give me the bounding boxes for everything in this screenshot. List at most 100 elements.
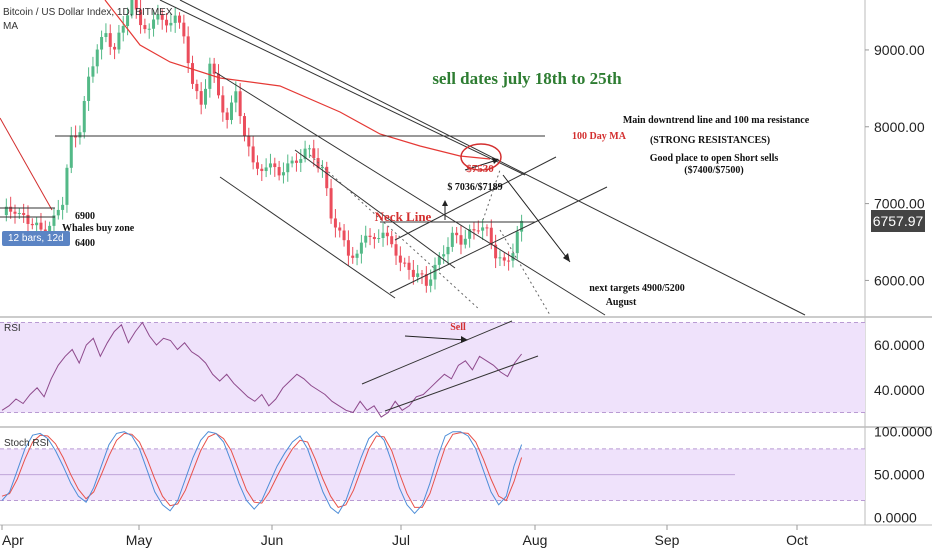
month-tick-label: May <box>126 532 152 548</box>
candle-body <box>359 242 363 254</box>
arrow-icon <box>442 200 448 206</box>
candle-body <box>113 46 117 50</box>
candle-body <box>416 273 420 277</box>
channel-lower <box>219 176 396 299</box>
candle-body <box>502 257 506 261</box>
channel-upper <box>294 149 456 269</box>
bars-count-tag: 12 bars, 12d <box>2 231 70 246</box>
candle-body <box>277 167 281 176</box>
candle-body <box>450 232 454 247</box>
stoch-tick-label: 100.0000 <box>874 424 932 440</box>
candle-body <box>91 66 95 77</box>
month-tick-label: Apr <box>2 532 24 548</box>
rsi-line <box>1 321 522 418</box>
candle-body <box>108 33 112 47</box>
candle-body <box>511 253 515 261</box>
candle-body <box>294 160 298 163</box>
candle-body <box>346 240 350 256</box>
candle-body <box>48 225 52 234</box>
candle-body <box>152 19 156 29</box>
stoch-panel-label: Stoch RSI <box>4 438 49 449</box>
strong-resistances-note: (STRONG RESISTANCES) <box>650 135 770 146</box>
candle-body <box>273 163 277 168</box>
month-tick-label: Aug <box>523 532 548 548</box>
candle-body <box>420 273 424 275</box>
candle-body <box>195 83 199 92</box>
candle-body <box>429 279 433 286</box>
rsi-trend-upper <box>361 320 513 385</box>
arrow-icon <box>492 158 499 164</box>
short-sells-range: ($7400/$7500) <box>684 165 743 176</box>
target-line <box>214 71 606 316</box>
last-price-tag: 6757.97 <box>871 210 925 232</box>
candle-body <box>22 212 26 215</box>
whales-buy-note: Whales buy zone <box>62 223 135 234</box>
candle-body <box>212 63 216 74</box>
downtrend-line-2 <box>159 0 526 176</box>
candle-body <box>30 223 34 226</box>
candle-body <box>173 15 177 23</box>
candle-body <box>385 232 389 237</box>
candle-body <box>221 95 225 113</box>
candle-body <box>104 33 108 38</box>
candle-body <box>87 76 91 102</box>
candle-body <box>433 264 437 280</box>
candle-body <box>498 257 502 259</box>
candle-body <box>260 168 264 172</box>
candle-body <box>186 36 190 64</box>
candle-body <box>299 159 303 163</box>
candle-body <box>238 91 242 117</box>
rsi-trend-lower <box>384 355 539 412</box>
candle-body <box>208 63 212 89</box>
ma-indicator-label: MA <box>3 21 18 32</box>
candle-body <box>481 227 485 231</box>
candle-body <box>234 91 238 103</box>
dotted-projection <box>309 154 481 311</box>
candle-body <box>255 162 259 169</box>
candle-body <box>117 32 121 50</box>
stoch-tick-label: 50.0000 <box>874 467 925 483</box>
candle-body <box>4 206 8 216</box>
month-tick-label: Oct <box>786 532 808 548</box>
whales-6900-note: 6900 <box>75 211 95 222</box>
candle-body <box>463 238 467 245</box>
candle-body <box>82 101 86 133</box>
candle-body <box>411 269 415 277</box>
candle-body <box>507 260 511 262</box>
candle-body <box>351 255 355 258</box>
month-tick-label: Sep <box>655 532 680 548</box>
candle-body <box>364 235 368 243</box>
candle-body <box>264 167 268 172</box>
candle-body <box>403 262 407 264</box>
candle-body <box>333 218 337 228</box>
candle-body <box>35 222 39 226</box>
candle-body <box>52 215 56 226</box>
candle-body <box>468 229 472 239</box>
rsi-tick-label: 40.0000 <box>874 382 925 398</box>
candle-body <box>217 73 220 96</box>
candle-body <box>242 116 246 137</box>
stoch-tick-label: 0.0000 <box>874 510 917 526</box>
candle-body <box>494 244 498 259</box>
main-downtrend-line <box>179 0 806 316</box>
price-tick-label: 6000.00 <box>874 272 925 288</box>
candle-body <box>316 158 320 169</box>
rising-support <box>389 186 608 294</box>
candle-body <box>225 112 229 120</box>
sell-dates-note: sell dates july 18th to 25th <box>432 69 622 88</box>
candle-body <box>459 235 463 245</box>
chart-title: Bitcoin / US Dollar Index, 1D, BITMEX <box>3 7 173 18</box>
candle-body <box>13 211 17 214</box>
candle-body <box>424 274 428 286</box>
candle-body <box>139 9 143 26</box>
candle-body <box>191 63 195 84</box>
candle-body <box>17 212 21 214</box>
candle-body <box>455 232 459 236</box>
dotted-rise <box>482 169 501 221</box>
candle-body <box>286 163 290 173</box>
candle-body <box>247 136 251 147</box>
candle-body <box>204 88 208 105</box>
candle-body <box>130 0 134 16</box>
next-targets-note: next targets 4900/5200 <box>589 283 685 294</box>
